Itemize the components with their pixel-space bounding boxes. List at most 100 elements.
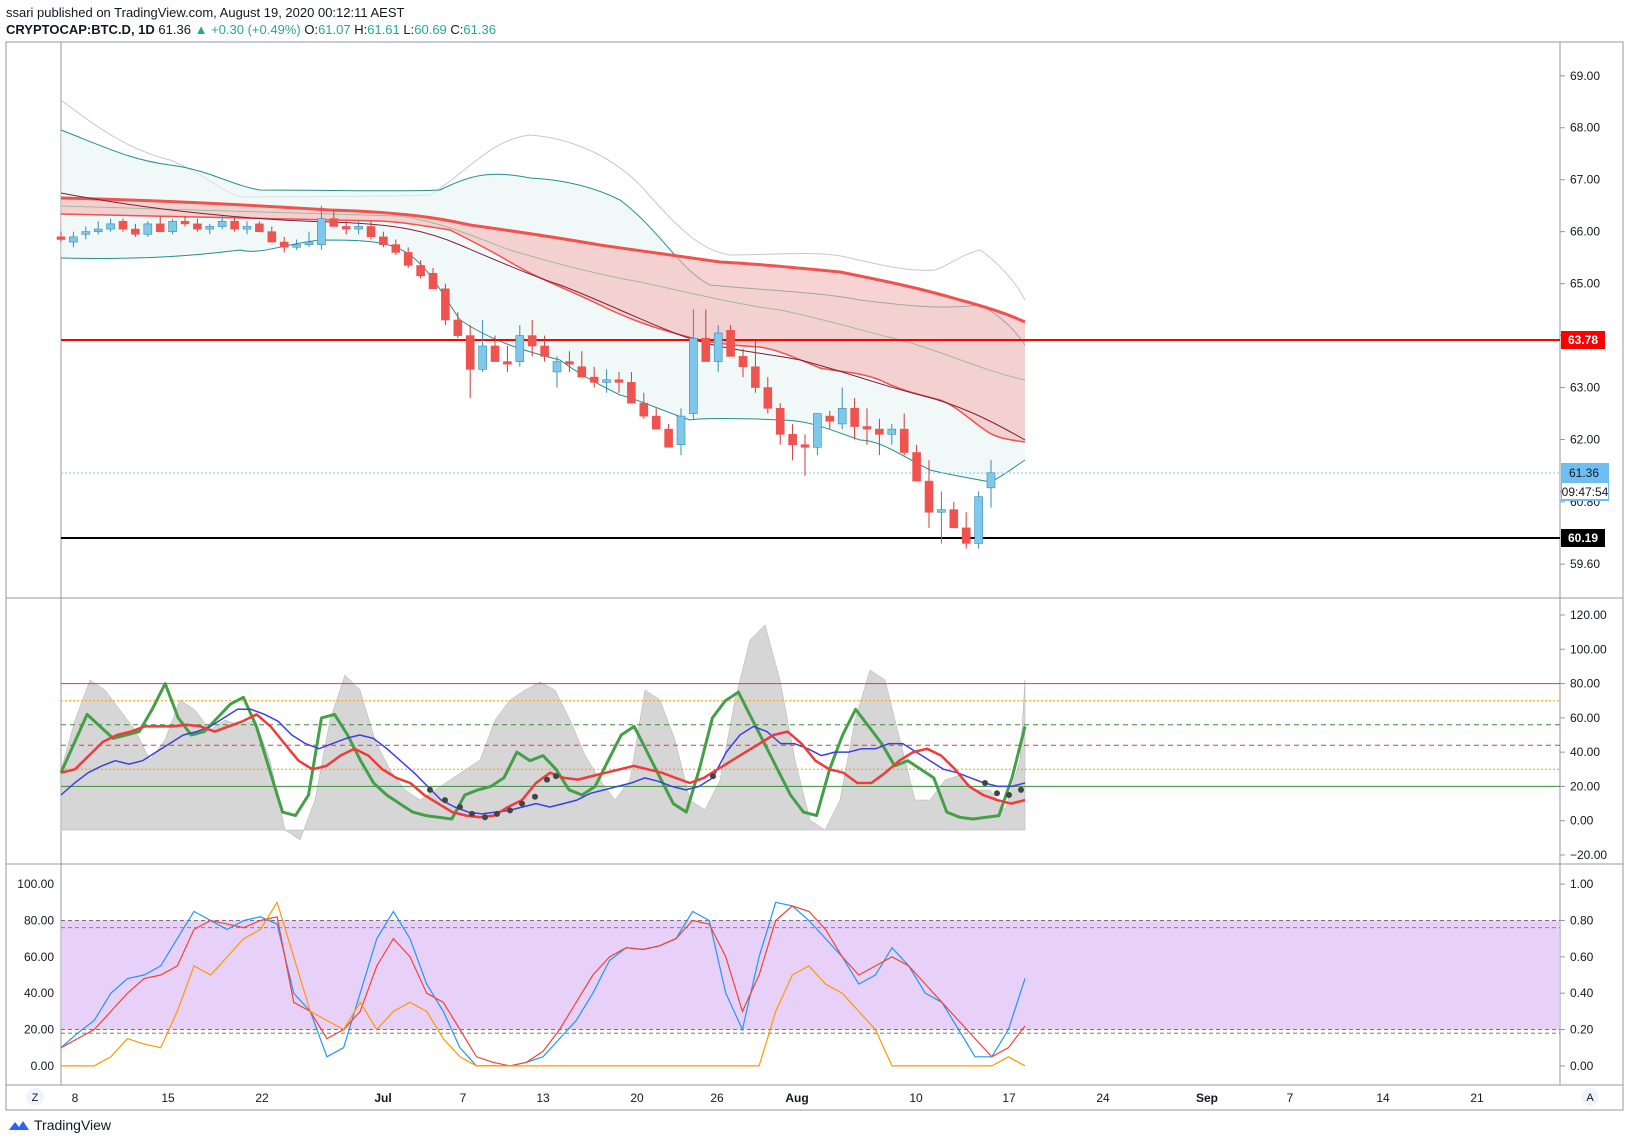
stoch-right-tick-label: 1.00 bbox=[1570, 877, 1594, 891]
candle bbox=[317, 218, 326, 245]
open-label: O: bbox=[304, 22, 319, 37]
oscillator-tick-label: 20.00 bbox=[1570, 779, 1600, 793]
candle bbox=[69, 236, 78, 243]
oscillator-tick-label: 40.00 bbox=[1570, 745, 1600, 759]
resistance-price-label: 63.78 bbox=[1568, 333, 1598, 347]
symbol-ohlc-line: CRYPTOCAP:BTC.D, 1D 61.36 ▲ +0.30 (+0.49… bbox=[6, 21, 1106, 39]
a-button-label: A bbox=[1586, 1092, 1594, 1104]
chart-frame bbox=[5, 41, 1624, 1111]
price-tick-label: 68.00 bbox=[1570, 121, 1600, 135]
oscillator-dot bbox=[982, 780, 988, 786]
candle bbox=[602, 379, 611, 383]
stoch-right-tick-label: 0.80 bbox=[1570, 913, 1594, 927]
tradingview-logo-text: TradingView bbox=[34, 1117, 112, 1133]
stoch-right-tick-label: 0.00 bbox=[1570, 1059, 1594, 1073]
candle bbox=[155, 223, 165, 232]
stoch-right-axis[interactable]: 1.00 0.80 0.60 0.40 0.20 0.00 bbox=[1560, 877, 1594, 1073]
sma-line bbox=[60, 192, 1026, 441]
auto-scale-button[interactable]: A bbox=[1581, 1088, 1599, 1106]
candles-group bbox=[56, 205, 996, 549]
time-tick-label: 20 bbox=[630, 1091, 644, 1105]
open-value: 61.07 bbox=[318, 22, 351, 37]
candle bbox=[131, 228, 140, 235]
candle bbox=[912, 452, 921, 482]
z-button-label: Z bbox=[32, 1092, 39, 1104]
oscillator-dot bbox=[1018, 786, 1024, 793]
candle bbox=[577, 366, 587, 378]
stoch-left-tick-label: 60.00 bbox=[24, 950, 54, 964]
candle bbox=[788, 434, 797, 446]
price-tick-label: 62.00 bbox=[1570, 433, 1600, 447]
candle bbox=[887, 428, 897, 435]
candle bbox=[875, 428, 884, 435]
close-label: C: bbox=[450, 22, 464, 37]
oscillator-dot bbox=[1006, 792, 1012, 798]
stoch-left-tick-label: 80.00 bbox=[24, 913, 54, 927]
candle bbox=[664, 428, 673, 448]
resistance-price-label-bg bbox=[1561, 331, 1605, 349]
candle bbox=[279, 241, 289, 248]
candle bbox=[329, 218, 339, 227]
time-axis[interactable]: 8 15 22 Jul 7 13 20 26 Aug 10 17 24 Sep 7 14 21 bbox=[72, 1091, 1484, 1105]
oscillator-levels bbox=[61, 683, 1560, 787]
candle bbox=[565, 361, 574, 365]
candle bbox=[589, 376, 599, 383]
price-change: ▲ +0.30 (+0.49%) bbox=[194, 22, 301, 37]
candle bbox=[168, 220, 177, 232]
oscillator-series bbox=[59, 682, 1027, 821]
oscillator-axis[interactable]: 120.00 100.00 80.00 60.00 40.00 20.00 0.00 −20.… bbox=[1560, 608, 1607, 862]
candle bbox=[441, 288, 450, 321]
candle bbox=[751, 366, 760, 388]
stoch-rsi-pane: 100.00 80.00 60.00 40.00 20.00 0.00 1.00 0.80 0… bbox=[17, 877, 1593, 1073]
price-tick-label: 66.00 bbox=[1570, 225, 1600, 239]
candle bbox=[217, 220, 227, 227]
candle bbox=[93, 228, 103, 232]
scale-mode-z-button[interactable]: Z bbox=[26, 1088, 44, 1106]
support-price-label: 60.19 bbox=[1568, 531, 1598, 545]
candle bbox=[651, 415, 661, 430]
tradingview-logo-icon bbox=[9, 1121, 29, 1130]
candle bbox=[503, 361, 512, 365]
candle bbox=[292, 244, 301, 248]
stoch-series-line-1 bbox=[60, 901, 1026, 1067]
candle bbox=[118, 220, 128, 230]
oscillator-dot bbox=[710, 773, 716, 780]
candle bbox=[465, 335, 475, 370]
last-price: 61.36 bbox=[158, 22, 191, 37]
oscillator-series-line-3 bbox=[60, 713, 1026, 819]
stoch-left-axis[interactable]: 100.00 80.00 60.00 40.00 20.00 0.00 bbox=[17, 877, 54, 1073]
time-tick-label: 10 bbox=[909, 1091, 923, 1105]
price-tick-label: 69.00 bbox=[1570, 69, 1600, 83]
stoch-left-tick-label: 0.00 bbox=[31, 1059, 55, 1073]
candle bbox=[428, 272, 438, 290]
time-tick-label: 21 bbox=[1470, 1091, 1484, 1105]
time-tick-label: 13 bbox=[536, 1091, 550, 1105]
oscillator-dot bbox=[457, 804, 463, 810]
time-tick-label: Sep bbox=[1196, 1091, 1218, 1105]
stoch-right-tick-label: 0.40 bbox=[1570, 986, 1594, 1000]
oscillator-tick-label: 120.00 bbox=[1570, 608, 1607, 622]
symbol-label[interactable]: CRYPTOCAP:BTC.D, 1D bbox=[6, 22, 155, 37]
candle bbox=[56, 236, 66, 240]
close-value: 61.36 bbox=[463, 22, 496, 37]
time-tick-label: 7 bbox=[1287, 1091, 1294, 1105]
tradingview-logo[interactable]: TradingView bbox=[8, 1117, 111, 1133]
candle bbox=[403, 252, 413, 266]
candle bbox=[676, 415, 686, 446]
candle bbox=[106, 223, 115, 230]
oscillator-dot bbox=[507, 807, 513, 814]
candle bbox=[180, 220, 190, 225]
candle bbox=[453, 319, 463, 336]
candle bbox=[974, 496, 983, 544]
candle bbox=[726, 330, 735, 357]
candle bbox=[354, 226, 363, 230]
last-price-label: 61.36 bbox=[1569, 466, 1599, 480]
oscillator-tick-label: 0.00 bbox=[1570, 814, 1594, 828]
oscillator-dot bbox=[442, 797, 448, 804]
time-tick-label: 22 bbox=[255, 1091, 269, 1105]
candle bbox=[961, 527, 971, 544]
low-label: L: bbox=[403, 22, 415, 37]
candle bbox=[850, 408, 859, 427]
candle bbox=[862, 426, 872, 430]
